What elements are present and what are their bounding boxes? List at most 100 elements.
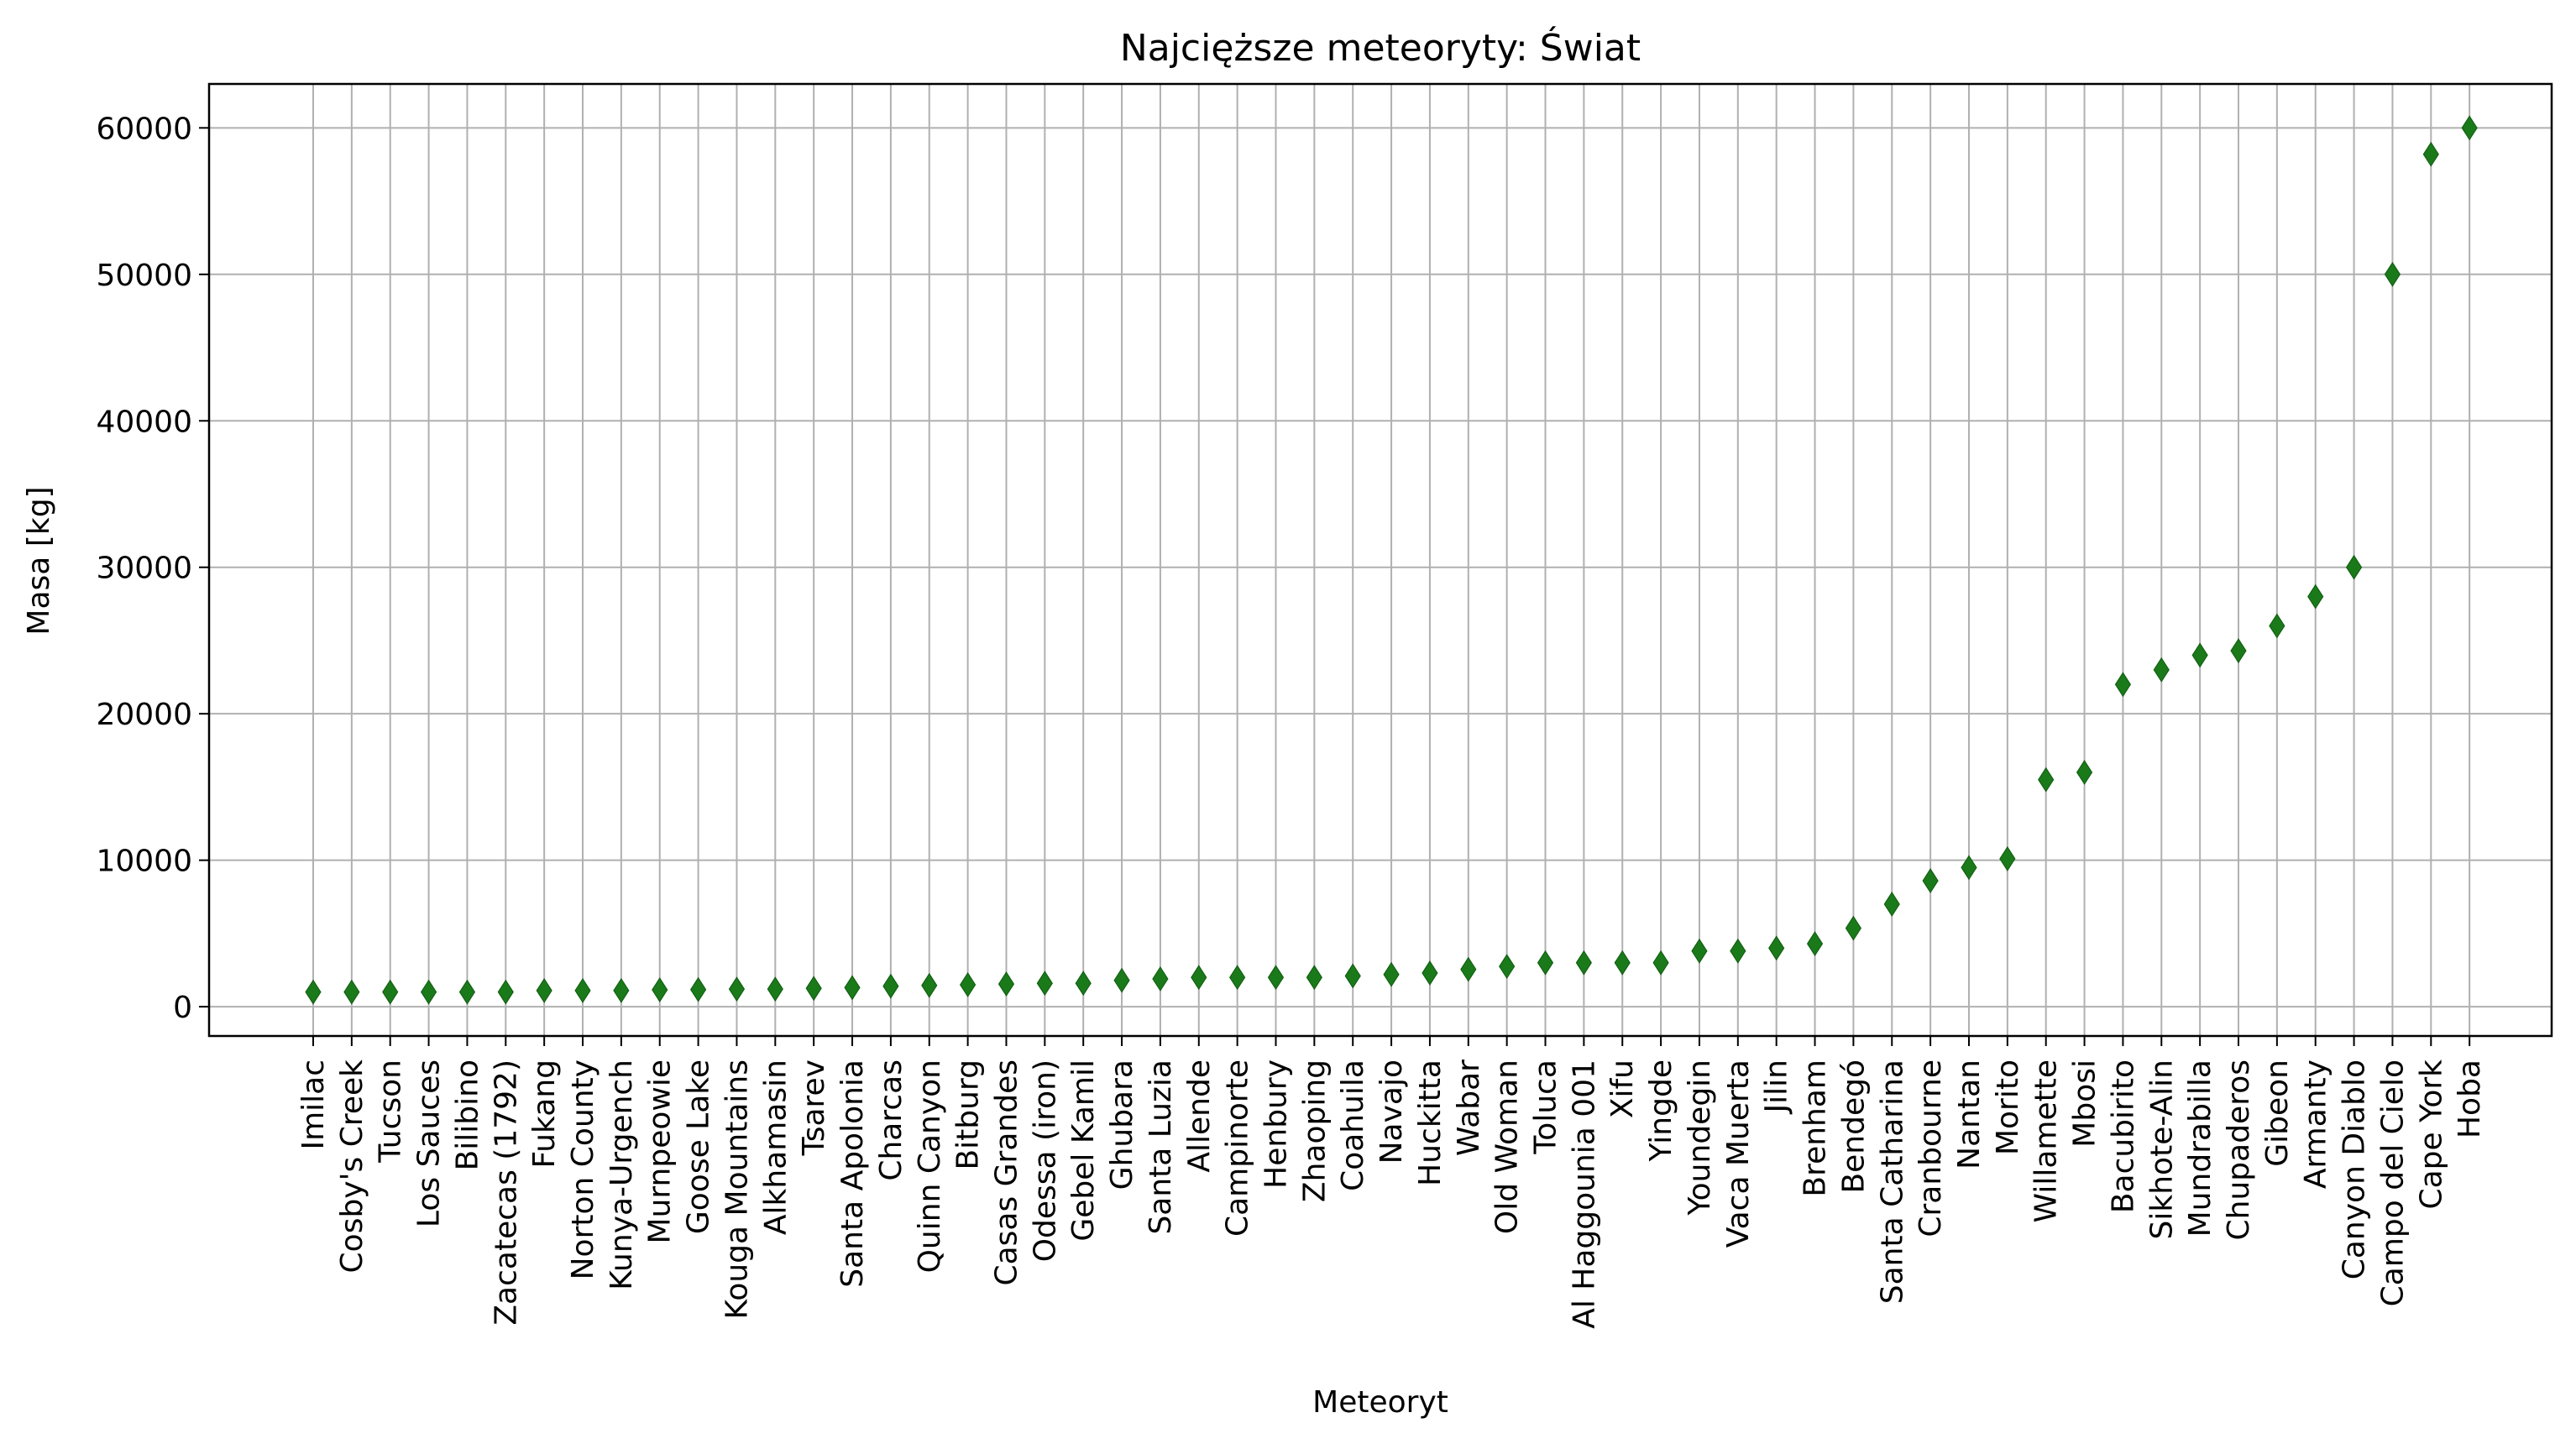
x-tick-label: Tucson xyxy=(374,1059,408,1164)
x-tick-label: Huckitta xyxy=(1413,1059,1448,1186)
data-point xyxy=(343,979,360,1005)
data-point xyxy=(1614,950,1631,976)
data-point xyxy=(652,977,668,1002)
data-point xyxy=(2153,657,2170,683)
data-point xyxy=(1537,950,1554,976)
x-tick-label: Zacatecas (1792) xyxy=(489,1059,523,1326)
y-tick-label: 10000 xyxy=(96,845,192,879)
data-point xyxy=(960,972,976,997)
x-tick-label: Allende xyxy=(1182,1059,1217,1173)
data-point xyxy=(2114,672,2132,698)
data-point xyxy=(1191,965,1207,991)
x-tick-label: Norton County xyxy=(566,1059,600,1279)
data-point xyxy=(536,977,552,1003)
x-tick-label: Al Haggounia 001 xyxy=(1567,1059,1601,1329)
x-tick-label: Bendegó xyxy=(1836,1059,1871,1194)
data-point xyxy=(1652,950,1669,976)
data-point xyxy=(1383,961,1400,987)
data-point xyxy=(2307,583,2324,610)
x-tick-label: Alkhamasin xyxy=(758,1059,793,1235)
data-point xyxy=(1575,950,1592,976)
x-tick-label: Gibeon xyxy=(2260,1059,2295,1167)
x-tick-label: Bilibino xyxy=(450,1059,484,1170)
x-tick-label: Bacubirito xyxy=(2106,1059,2140,1213)
x-tick-label: Mundrabilla xyxy=(2183,1059,2217,1237)
data-point xyxy=(1267,965,1285,991)
data-point xyxy=(1999,845,2016,871)
y-tick-label: 20000 xyxy=(96,698,192,732)
data-point xyxy=(1845,915,1861,941)
x-tick-label: Mbosi xyxy=(2068,1059,2102,1148)
data-point xyxy=(728,976,746,1002)
x-tick-label: Murnpeowie xyxy=(643,1059,678,1243)
data-point xyxy=(2191,642,2208,668)
plot-frame xyxy=(207,82,2553,1038)
data-point xyxy=(1075,971,1092,997)
data-point xyxy=(2384,261,2401,287)
x-tick-label: Zhaoping xyxy=(1297,1059,1332,1202)
data-point xyxy=(1422,960,1438,986)
x-tick-label: Cranbourne xyxy=(1914,1059,1948,1237)
data-point xyxy=(2269,613,2285,639)
x-tick-label: Hoba xyxy=(2453,1059,2487,1138)
x-tick-label: Canyon Diablo xyxy=(2338,1059,2372,1279)
data-points xyxy=(305,115,2478,1005)
x-tick-label: Kouga Mountains xyxy=(720,1059,754,1319)
x-tick-label: Los Sauces xyxy=(412,1059,447,1227)
x-tick-label: Wabar xyxy=(1452,1059,1486,1156)
x-tick-label: Vaca Muerta xyxy=(1721,1059,1756,1248)
data-point xyxy=(1306,965,1322,991)
x-tick-label: Cape York xyxy=(2414,1059,2448,1210)
x-tick-label: Navajo xyxy=(1374,1059,1409,1164)
x-tick-label: Campinorte xyxy=(1221,1059,1255,1237)
data-point xyxy=(805,976,822,1002)
x-tick-label: Armanty xyxy=(2299,1059,2333,1189)
data-point xyxy=(1113,967,1130,993)
x-tick-label: Imilac xyxy=(296,1059,331,1150)
data-point xyxy=(382,979,399,1005)
data-point xyxy=(1730,938,1746,964)
data-point xyxy=(844,975,861,1001)
data-point xyxy=(1229,965,1246,991)
data-point xyxy=(767,976,783,1002)
x-tick-label: Yingde xyxy=(1644,1059,1678,1162)
y-tick-label: 50000 xyxy=(96,259,192,293)
data-point xyxy=(574,977,591,1003)
data-point xyxy=(1768,935,1785,961)
data-point xyxy=(2038,766,2055,793)
x-tick-label: Cosby's Creek xyxy=(335,1059,369,1274)
x-tick-label: Old Woman xyxy=(1490,1059,1525,1234)
y-tick-label: 60000 xyxy=(96,112,192,146)
x-tick-label: Fukang xyxy=(527,1059,562,1169)
x-tick-label: Goose Lake xyxy=(682,1059,716,1234)
data-point xyxy=(305,979,322,1005)
data-point xyxy=(613,977,630,1003)
x-tick-label: Morito xyxy=(1991,1059,2025,1155)
x-tick-label: Sikhote-Alin xyxy=(2144,1059,2179,1239)
x-tick-label: Youndegin xyxy=(1683,1059,1717,1216)
data-point xyxy=(497,979,514,1005)
x-tick-label: Casas Grandes xyxy=(989,1059,1024,1286)
y-tick-label: 40000 xyxy=(96,405,192,439)
x-tick-label: Santa Catharina xyxy=(1875,1059,1909,1304)
data-point xyxy=(458,979,476,1005)
x-tick-label: Ghubara xyxy=(1105,1059,1139,1190)
x-tick-label: Toluca xyxy=(1529,1059,1563,1155)
data-point xyxy=(1691,938,1708,964)
x-axis-ticks: Imilac Cosby's Creek Tucson Los Sauces Bilib… xyxy=(296,1036,2487,1329)
x-tick-label: Chupaderos xyxy=(2222,1059,2256,1240)
data-point xyxy=(1460,956,1477,982)
data-point xyxy=(882,973,899,999)
x-tick-label: Jilin xyxy=(1760,1059,1794,1114)
data-point xyxy=(690,976,707,1002)
data-point xyxy=(1344,963,1361,989)
x-tick-label: Xifu xyxy=(1605,1059,1640,1118)
x-tick-label: Nantan xyxy=(1952,1059,1987,1169)
data-point xyxy=(1883,892,1900,917)
y-tick-label: 0 xyxy=(173,991,192,1025)
x-tick-label: Henbury xyxy=(1259,1059,1294,1189)
data-point xyxy=(420,979,437,1005)
x-axis-label: Meteoryt xyxy=(1312,1385,1448,1420)
x-tick-label: Willamette xyxy=(2029,1059,2064,1222)
